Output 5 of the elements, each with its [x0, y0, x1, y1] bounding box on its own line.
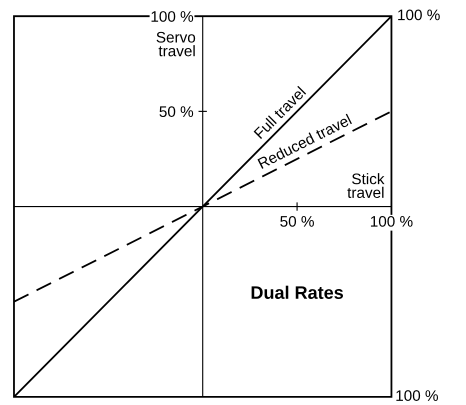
- annotation: 100 %: [398, 9, 440, 20]
- x-axis-title: Stick travel: [347, 173, 385, 198]
- text: 100 %: [396, 390, 438, 401]
- text: Dual Rates: [252, 286, 343, 299]
- y-axis-title: Servo travel: [156, 32, 196, 56]
